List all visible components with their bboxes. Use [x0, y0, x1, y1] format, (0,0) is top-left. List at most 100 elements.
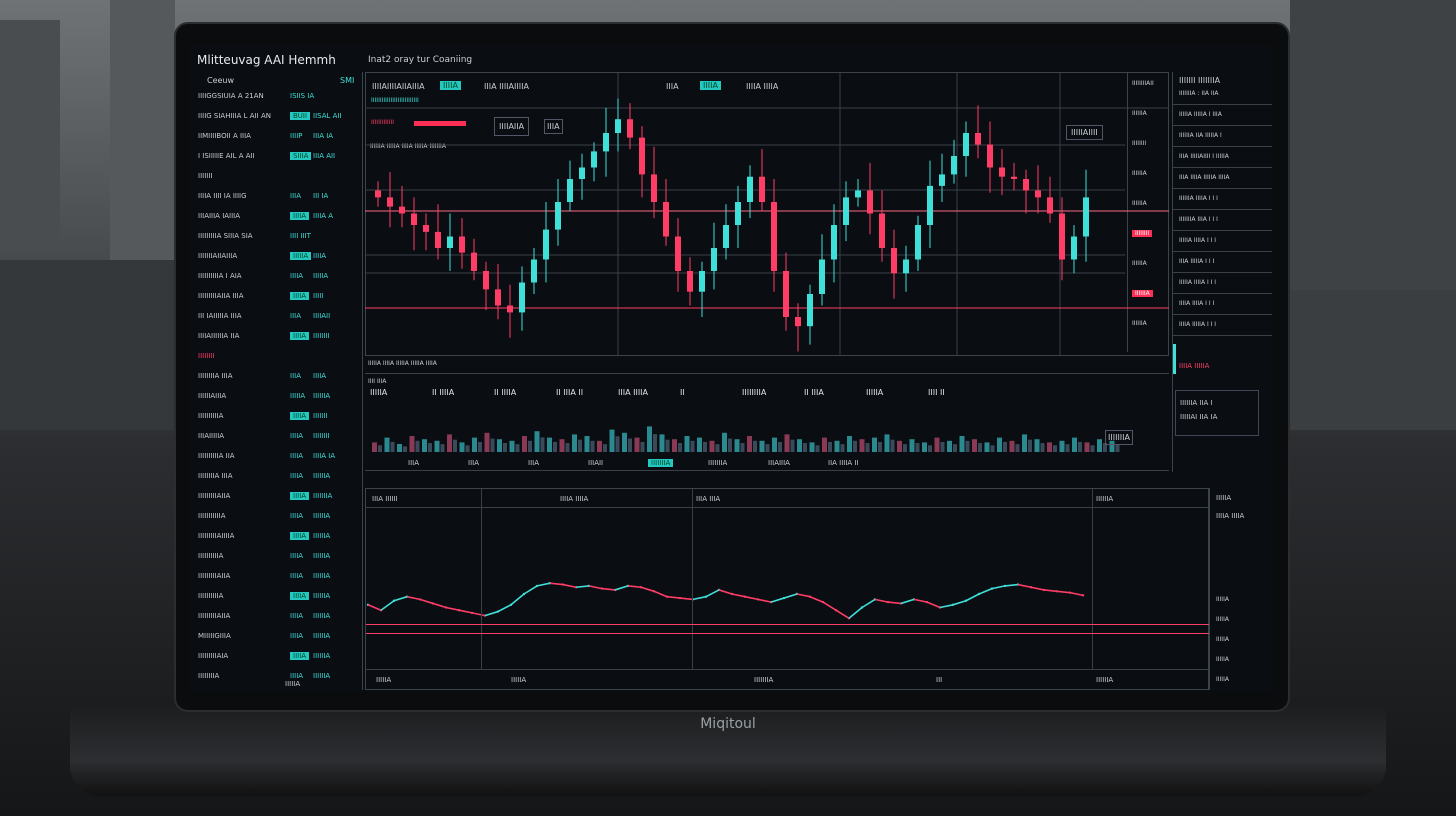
- volume-bar: [672, 439, 677, 452]
- row-symbol: IIIIIIIIIA SIIIA SIA: [198, 232, 253, 240]
- line-segment: [523, 585, 538, 595]
- line-segment: [913, 598, 928, 603]
- volume-bar: [1065, 444, 1070, 452]
- row-change: IIIIIIII: [313, 432, 330, 440]
- watchlist-row[interactable]: IIIAIIIIIA IIIIA IIIIIIII: [195, 432, 363, 446]
- row-value: IIIIIA: [290, 392, 306, 400]
- volume-footer-item: IIIIIIIA: [708, 459, 728, 467]
- volume-bar: [534, 431, 540, 452]
- watchlist-row[interactable]: IIIIIIIIIAIA IIIIA IIIIIIA: [195, 652, 363, 666]
- watchlist-row[interactable]: IIIIIIIIA IIIIA IIIIIIA: [195, 672, 363, 686]
- row-change: IIIIIIA: [313, 592, 331, 600]
- candle-body: [459, 236, 465, 253]
- row-change: IIIIAII: [313, 312, 331, 320]
- watchlist-row[interactable]: IIIIIIIIIAIIIIA IIIIA IIIIIIA: [195, 532, 363, 546]
- candle-body: [1059, 213, 1065, 260]
- watchlist-row[interactable]: IIIAIIIA IAIIIA IIIIA IIIIA A: [195, 212, 363, 226]
- candle-body: [843, 197, 849, 225]
- watchlist-row[interactable]: IIIIIIIIIIA IIA IIIIA IIIIA IA: [195, 452, 363, 466]
- app-title: Mlitteuvag AAI Hemmh: [197, 53, 336, 67]
- timeframe-button[interactable]: IIIIA: [440, 81, 461, 90]
- divider: [1173, 188, 1272, 189]
- watchlist-row[interactable]: IIIIGGSIUIA A 21AN ISIIS IA: [195, 92, 363, 106]
- watchlist-row[interactable]: IIIIIIIIIAIIA IIIIA IIIIIIIA: [195, 492, 363, 506]
- volume-bar: [715, 444, 720, 452]
- indicator-button[interactable]: IIIIA: [700, 81, 721, 90]
- candle-body: [807, 294, 813, 327]
- watchlist-row[interactable]: IIIIIIIIIAIIA IIIIA IIIIIIA: [195, 572, 363, 586]
- volume-bar: [465, 445, 470, 452]
- volume-bar: [1003, 441, 1007, 452]
- candle-body: [747, 176, 753, 202]
- candle-body: [447, 236, 453, 248]
- watchlist-row[interactable]: IIIIIIII: [195, 352, 363, 366]
- line-chart-header: IIIA IIIIII: [372, 495, 398, 503]
- volume-stat: II IIIIA: [494, 388, 517, 397]
- watchlist-row[interactable]: I ISIIIIIE AIL A AII SIIIA IIIA AII: [195, 152, 363, 166]
- price-label: IIIIIIII: [1132, 140, 1147, 147]
- watchlist-row[interactable]: IIIIAIIIIIIA IIA IIIIA IIIIIIII: [195, 332, 363, 346]
- watchlist-row[interactable]: IIIIIIIIIIA IIIIA IIIIIII: [195, 412, 363, 426]
- watchlist-row[interactable]: IIIIIIIIIA SIIIA SIA IIII IIIT: [195, 232, 363, 246]
- line-segment: [835, 609, 850, 619]
- watchlist-row[interactable]: IIIIIIIIIIA I AIA IIIIA IIIIIA: [195, 272, 363, 286]
- watchlist-row[interactable]: IIIIIIIIIAIIA IIIIA IIIIIIA: [195, 612, 363, 626]
- volume-bar: [1059, 440, 1065, 452]
- volume-bar: [1084, 442, 1090, 452]
- volume-bar: [803, 443, 807, 452]
- chart-header: IIIIAIIIIAIIAIIIA: [372, 82, 425, 91]
- watchlist-row[interactable]: IIIIIII: [195, 172, 363, 186]
- watchlist-row[interactable]: IIMIIIIBOII A IIIA IIIIP IIIA IA: [195, 132, 363, 146]
- volume-stat: IIII II: [928, 388, 945, 397]
- line-segment: [952, 599, 967, 606]
- chart-header-mid: IIIA IIIIAIIIIA: [484, 82, 529, 91]
- row-value: IIIIA: [290, 572, 304, 580]
- volume-bar: [559, 439, 565, 452]
- candle-body: [999, 167, 1005, 177]
- watchlist-row[interactable]: III IAIIIIIA IIIA IIIA IIIIAII: [195, 312, 363, 326]
- volume-bar: [728, 438, 732, 452]
- watchlist-row[interactable]: IIIIIIIIA IIIA IIIA IIIIA: [195, 372, 363, 386]
- watchlist-row[interactable]: IIIIIIIIIIA IIIIA IIIIIIA: [195, 552, 363, 566]
- volume-bar: [590, 440, 595, 452]
- volume-bar: [509, 440, 515, 452]
- volume-bar: [897, 440, 902, 452]
- line-segment: [991, 585, 1006, 590]
- volume-stat: IIIIIA: [866, 388, 884, 397]
- volume-bar: [1072, 437, 1077, 452]
- row-change: IIIA AII: [313, 152, 336, 160]
- volume-bar: [940, 441, 945, 452]
- watchlist-row[interactable]: IIIIG SIAHIIIA L AII AN BUII IISAL AII: [195, 112, 363, 126]
- watchlist-row[interactable]: IIIIIIIIA IIIA IIIIA IIIIIIA: [195, 472, 363, 486]
- line-segment: [393, 595, 408, 602]
- volume-bar: [490, 438, 495, 452]
- volume-bar: [953, 444, 957, 452]
- watchlist-row[interactable]: IIIIIIIAIIAIIIA IIIIIA IIIIA: [195, 252, 363, 266]
- watchlist-row[interactable]: IIIIA IIII IA IIIIG IIIA III IA: [195, 192, 363, 206]
- watchlist-row[interactable]: IIIIIIAIIIA IIIIIA IIIIIIA: [195, 392, 363, 406]
- volume-bar: [390, 441, 395, 452]
- watchlist-row[interactable]: IIIIIIIIIIA IIIIA IIIIIIA: [195, 592, 363, 606]
- volume-bar: [447, 434, 452, 452]
- watchlist-header-right: SMI: [340, 76, 355, 85]
- volume-bar: [1053, 445, 1057, 452]
- line-segment: [614, 585, 629, 591]
- watchlist-row[interactable]: IIIIIIIIIIIA IIIIA IIIIIIA: [195, 512, 363, 526]
- candle-body: [939, 174, 945, 186]
- volume-bar: [1040, 443, 1045, 452]
- candle-body: [915, 225, 921, 260]
- watchlist-row[interactable]: MIIIIIGIIIA IIIIA IIIIIIA: [195, 632, 363, 646]
- volume-bar: [515, 444, 520, 452]
- volume-bar: [440, 444, 445, 452]
- row-symbol: IIIIIIIIIAIIA: [198, 612, 231, 620]
- row-value: IIIIA: [290, 212, 310, 220]
- volume-bar: [409, 436, 415, 452]
- volume-footer-item: IIIIIIIA: [648, 459, 674, 467]
- volume-bar: [834, 440, 840, 452]
- row-value: IIIIA: [290, 292, 310, 300]
- volume-bar: [1090, 445, 1095, 452]
- watchlist-row[interactable]: IIIIIIIIIAIIA IIIA IIIIA IIIII: [195, 292, 363, 306]
- volume-bar: [722, 432, 727, 452]
- candlestick-chart[interactable]: [190, 45, 1272, 692]
- candle-body: [759, 176, 765, 202]
